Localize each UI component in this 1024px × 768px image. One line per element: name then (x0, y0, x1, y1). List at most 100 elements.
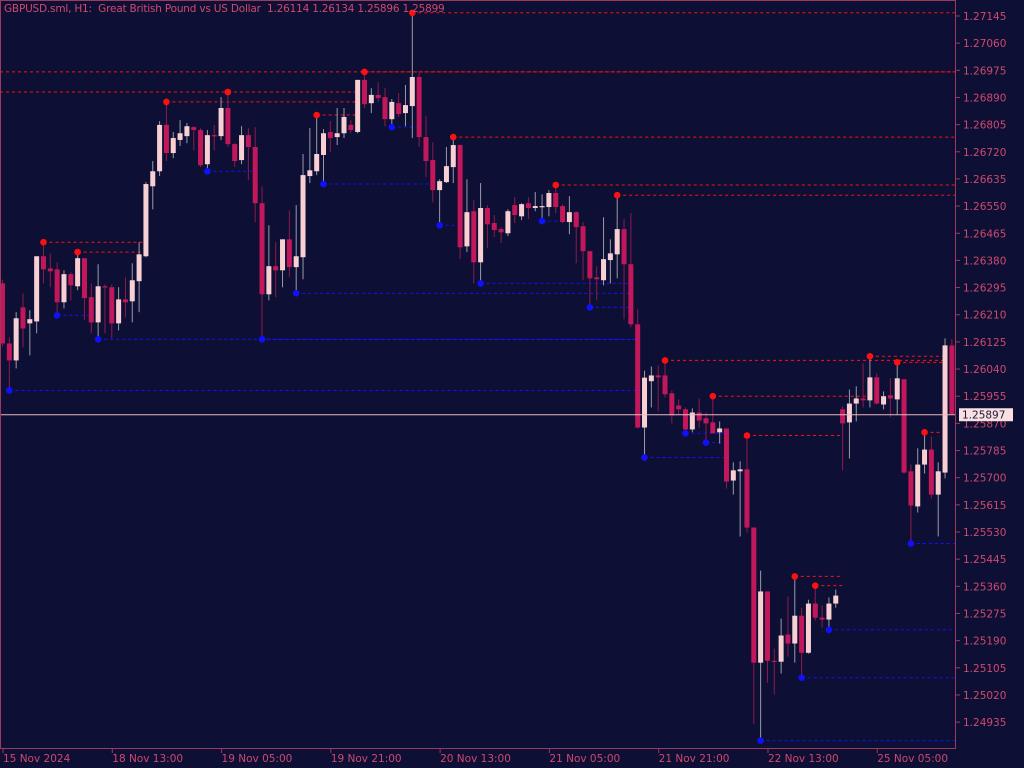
candle (218, 97, 224, 140)
candle (423, 115, 429, 178)
price-tick-label: 1.27145 (963, 11, 1006, 23)
candle (826, 597, 832, 630)
bull-candle-body (204, 135, 210, 165)
time-tick-label: 21 Nov 21:00 (659, 753, 730, 765)
candle (751, 527, 757, 724)
bear-candle-body (102, 286, 108, 288)
bull-candle-body (75, 258, 81, 287)
candle (539, 194, 545, 222)
candle (922, 432, 928, 474)
candle (402, 84, 408, 127)
candle (560, 204, 566, 224)
candle (170, 131, 176, 159)
bull-candle-body (853, 398, 859, 404)
bull-candle-body (437, 181, 443, 191)
bull-candle-body (566, 212, 572, 223)
candle (102, 284, 108, 334)
price-tick-label: 1.26720 (963, 147, 1006, 159)
candle (239, 126, 245, 165)
fractal-low-dot (292, 290, 300, 297)
bull-candle-body (34, 256, 40, 322)
candle (696, 398, 702, 428)
bear-candle-body (457, 145, 463, 248)
time-axis[interactable]: 15 Nov 2024 18 Nov 13:00 19 Nov 05:00 19 No… (2, 748, 948, 765)
fractal-low-dot (388, 123, 396, 131)
bear-candle-body (764, 591, 770, 661)
time-tick-label: 22 Nov 13:00 (768, 753, 839, 765)
bear-candle-body (908, 471, 914, 506)
bear-candle-body (696, 412, 702, 421)
bear-candle-body (20, 307, 26, 329)
bull-candle-body (648, 375, 654, 382)
bear-candle-body (211, 135, 217, 137)
candle (409, 12, 415, 139)
fractal-low-dot (53, 312, 61, 319)
candle (348, 120, 354, 134)
candle (232, 143, 238, 168)
candle (614, 195, 620, 279)
candle (628, 213, 634, 328)
candle (245, 128, 251, 181)
candle (669, 390, 675, 424)
candle (109, 284, 115, 339)
candle (532, 192, 538, 212)
price-tick-label: 1.26890 (963, 92, 1006, 104)
candle (334, 107, 340, 146)
candle (484, 205, 490, 249)
bull-candle-body (881, 396, 887, 405)
candle (471, 200, 477, 284)
candle (198, 128, 204, 168)
candles (0, 12, 955, 741)
bear-candle-body (245, 135, 251, 147)
bear-candle-body (498, 229, 504, 233)
price-tick-label: 1.26975 (963, 65, 1006, 77)
candle (881, 391, 887, 410)
fractal-low-dot (258, 336, 266, 343)
candle (321, 129, 327, 185)
price-tick-label: 1.25105 (963, 663, 1006, 675)
bull-candle-body (61, 274, 67, 303)
bear-candle-body (887, 395, 893, 399)
fractal-high-dot (613, 191, 621, 199)
candle (389, 99, 395, 128)
bear-candle-body (423, 137, 429, 162)
price-tick-label: 1.25700 (963, 473, 1006, 485)
bear-candle-body (703, 418, 709, 424)
candle (505, 209, 511, 237)
candle (635, 309, 641, 429)
bear-candle-body (512, 205, 518, 216)
bear-candle-body (635, 324, 641, 428)
bull-candle-body (355, 79, 361, 132)
fractal-low-dot (757, 737, 764, 744)
candle (259, 186, 265, 340)
bear-candle-body (819, 617, 825, 620)
bull-candle-body (894, 378, 900, 400)
candle (662, 360, 668, 398)
bull-candle-body (792, 615, 798, 644)
bull-candle-body (218, 107, 224, 137)
fractal-markers (6, 9, 928, 744)
candle (819, 605, 825, 628)
bull-candle-body (539, 206, 545, 208)
price-axis[interactable]: 1.27145 1.27060 1.26975 1.26890 1.26805 1.267… (955, 11, 1006, 729)
bull-candle-body (280, 239, 286, 271)
bear-candle-body (949, 345, 955, 415)
fractal-high-dot (866, 352, 874, 360)
bear-candle-body (0, 283, 5, 344)
bear-candle-body (259, 203, 265, 295)
price-tick-label: 1.26210 (963, 310, 1006, 322)
candle (75, 252, 81, 291)
bull-candle-body (402, 105, 408, 114)
bear-candle-body (471, 211, 477, 263)
bull-candle-body (505, 211, 511, 234)
candle (81, 258, 87, 321)
bear-candle-body (785, 634, 791, 644)
bear-candle-body (676, 405, 682, 410)
bull-candle-body (341, 116, 347, 134)
bull-candle-body (129, 280, 135, 302)
bull-candle-body (307, 170, 313, 177)
candle (225, 92, 231, 147)
bull-candle-body (368, 94, 374, 104)
candle (416, 71, 422, 147)
